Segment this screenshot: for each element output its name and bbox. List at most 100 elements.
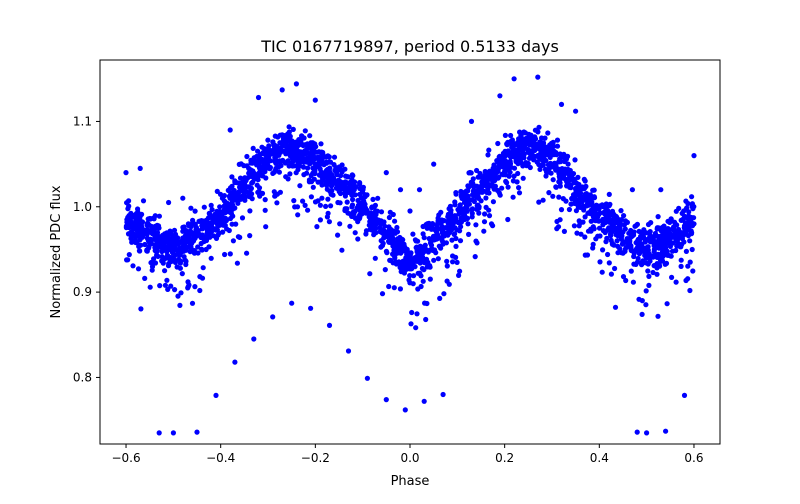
data-point xyxy=(659,251,665,257)
data-point xyxy=(383,170,389,176)
x-tick-label: 0.2 xyxy=(495,451,514,465)
data-point xyxy=(348,179,354,185)
data-point xyxy=(254,182,260,188)
data-point xyxy=(342,193,348,199)
data-point xyxy=(135,266,142,272)
data-point xyxy=(397,286,403,292)
data-point xyxy=(183,261,189,268)
data-point xyxy=(325,210,331,216)
data-point xyxy=(323,154,329,160)
data-point xyxy=(536,144,542,150)
data-point xyxy=(148,241,155,247)
data-point xyxy=(232,197,238,203)
data-point xyxy=(574,230,580,236)
data-point xyxy=(178,290,184,296)
data-point xyxy=(305,207,311,213)
data-point xyxy=(427,276,433,282)
data-point xyxy=(597,233,603,239)
data-point xyxy=(383,397,389,403)
data-point xyxy=(363,231,369,237)
data-point xyxy=(453,235,459,242)
data-point xyxy=(531,157,537,163)
data-point xyxy=(658,187,664,193)
x-tick-label: 0.4 xyxy=(590,451,609,465)
data-point xyxy=(568,201,574,207)
data-point xyxy=(164,277,170,283)
data-point xyxy=(466,184,472,190)
data-point xyxy=(175,293,181,299)
data-point xyxy=(243,178,249,184)
data-point xyxy=(152,245,158,251)
data-point xyxy=(388,229,394,235)
data-point xyxy=(502,132,508,138)
data-point xyxy=(612,304,619,310)
data-point xyxy=(457,238,464,244)
data-point xyxy=(207,234,213,240)
data-point xyxy=(217,191,224,197)
y-tick-label: 1.1 xyxy=(73,114,92,128)
data-point xyxy=(582,214,588,220)
data-point xyxy=(345,210,351,216)
data-point xyxy=(312,199,319,205)
data-point xyxy=(654,226,660,232)
data-point xyxy=(317,217,323,223)
data-point xyxy=(546,190,552,196)
data-point xyxy=(256,188,262,195)
data-point xyxy=(226,209,233,215)
data-point xyxy=(289,300,295,306)
data-point xyxy=(612,265,618,272)
data-point xyxy=(364,375,370,381)
data-point xyxy=(554,137,561,143)
data-point xyxy=(171,227,178,233)
data-point xyxy=(247,233,253,239)
data-point xyxy=(428,242,435,248)
data-point xyxy=(142,241,148,248)
data-point xyxy=(494,170,500,176)
data-point xyxy=(541,154,547,160)
data-point xyxy=(246,194,253,200)
data-points xyxy=(123,74,697,436)
data-point xyxy=(192,208,198,214)
data-point xyxy=(420,231,426,237)
data-point xyxy=(137,248,143,254)
data-point xyxy=(357,180,363,186)
data-point xyxy=(286,163,292,169)
data-point xyxy=(518,160,524,166)
data-point xyxy=(156,225,162,231)
data-point xyxy=(284,158,291,164)
data-point xyxy=(199,232,205,238)
data-point xyxy=(326,322,333,328)
data-point xyxy=(654,254,660,260)
data-point xyxy=(504,180,510,186)
data-point xyxy=(399,248,405,254)
data-point xyxy=(379,242,386,249)
data-point xyxy=(170,430,176,436)
data-point xyxy=(466,170,472,176)
data-point xyxy=(295,212,301,218)
data-point xyxy=(302,148,308,154)
data-point xyxy=(664,301,670,307)
data-point xyxy=(250,179,256,185)
data-point xyxy=(401,241,407,247)
data-point xyxy=(536,154,542,160)
data-point xyxy=(244,153,250,160)
data-point xyxy=(280,142,286,149)
data-point xyxy=(644,251,650,257)
data-point xyxy=(213,392,219,398)
data-point xyxy=(175,241,181,247)
data-point xyxy=(636,251,643,257)
data-point xyxy=(486,147,492,153)
data-point xyxy=(468,118,475,124)
data-point xyxy=(300,164,307,170)
data-point xyxy=(145,221,151,227)
data-point xyxy=(600,228,607,234)
data-point xyxy=(319,195,325,201)
data-point xyxy=(162,282,168,288)
y-tick-label: 0.8 xyxy=(73,370,92,384)
data-point xyxy=(497,93,503,99)
data-point xyxy=(386,238,392,244)
x-tick-label: −0.4 xyxy=(206,451,235,465)
data-point xyxy=(664,229,670,235)
data-point xyxy=(596,225,603,231)
data-point xyxy=(375,195,381,201)
